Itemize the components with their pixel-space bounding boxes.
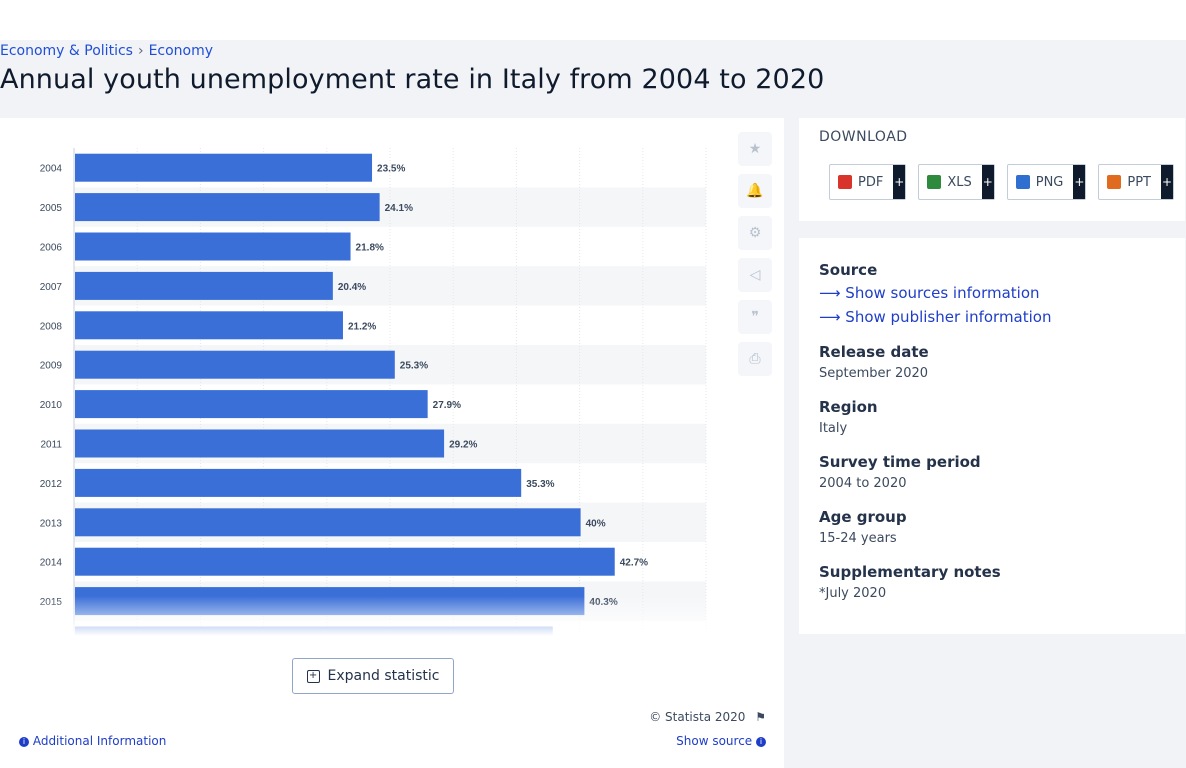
info-icon: i — [756, 736, 766, 747]
category-label: 2013 — [40, 518, 63, 529]
chart-toolbar: ★ 🔔 ⚙ ◁ ❞ ⎙ — [738, 132, 772, 384]
info-icon: i — [19, 736, 29, 747]
data-label: 23.5% — [377, 164, 405, 175]
expand-statistic-button[interactable]: + Expand statistic — [292, 658, 454, 694]
category-label: 2009 — [40, 361, 63, 372]
pdf-file-icon — [838, 175, 852, 189]
data-label: 27.9% — [433, 400, 461, 411]
supplementary-notes-value: *July 2020 — [819, 586, 887, 601]
category-label: 2007 — [40, 282, 63, 293]
bell-icon[interactable]: 🔔 — [738, 174, 772, 208]
expand-icon: + — [306, 669, 320, 683]
plus-icon[interactable]: + — [1161, 165, 1173, 199]
download-xls-label: XLS — [947, 174, 972, 190]
bar[interactable] — [75, 350, 395, 379]
breadcrumb-economy-politics[interactable]: Economy & Politics — [0, 43, 133, 59]
plus-icon[interactable]: + — [981, 165, 994, 199]
download-xls-button[interactable]: XLS + — [918, 164, 995, 200]
show-publisher-link[interactable]: ⟶ Show publisher information — [819, 308, 1051, 326]
bar[interactable] — [75, 468, 522, 497]
download-ppt-button[interactable]: PPT + — [1098, 164, 1174, 200]
flag-icon[interactable]: ⚑ — [755, 710, 766, 724]
download-buttons: PDF + XLS + PNG + PPT + — [829, 164, 1174, 200]
breadcrumb-separator: › — [137, 43, 144, 59]
category-label: 2012 — [40, 479, 63, 490]
data-label: 35.3% — [526, 479, 554, 490]
show-sources-label: Show sources information — [845, 284, 1040, 302]
data-label: 42.7% — [620, 558, 648, 569]
download-png-label: PNG — [1035, 174, 1064, 190]
arrow-right-icon: ⟶ — [819, 284, 841, 302]
show-sources-link[interactable]: ⟶ Show sources information — [819, 284, 1040, 302]
region-label: Region — [819, 398, 878, 416]
page-title: Annual youth unemployment rate in Italy … — [0, 64, 825, 95]
release-date-value: September 2020 — [819, 366, 929, 381]
chart-area: 2004 23.5% 2005 24.1% 2006 21.8% 2007 20.4% 2008… — [0, 146, 720, 636]
statistic-info-panel: Source ⟶ Show sources information ⟶ Show… — [799, 238, 1185, 634]
additional-information-link[interactable]: i Additional Information — [19, 734, 166, 748]
gear-icon[interactable]: ⚙ — [738, 216, 772, 250]
png-file-icon — [1015, 175, 1030, 189]
breadcrumb: Economy & Politics › Economy — [0, 43, 213, 59]
category-label: 2010 — [40, 400, 63, 411]
data-label: 20.4% — [338, 282, 366, 293]
chart-fade — [0, 596, 720, 636]
supplementary-notes-label: Supplementary notes — [819, 563, 1001, 581]
data-label: 24.1% — [385, 203, 413, 214]
category-label: 2011 — [40, 440, 62, 451]
chart-card: 2004 23.5% 2005 24.1% 2006 21.8% 2007 20.4% 2008… — [0, 118, 784, 768]
age-group-value: 15-24 years — [819, 531, 897, 546]
bar[interactable] — [75, 547, 615, 576]
favorite-icon[interactable]: ★ — [738, 132, 772, 166]
show-source-link[interactable]: Show source i — [676, 734, 766, 748]
release-date-label: Release date — [819, 343, 929, 361]
category-label: 2004 — [40, 164, 63, 175]
bar[interactable] — [75, 390, 428, 419]
download-pdf-label: PDF — [858, 174, 884, 190]
download-title: DOWNLOAD — [819, 129, 908, 145]
age-group-label: Age group — [819, 508, 907, 526]
survey-period-label: Survey time period — [819, 453, 981, 471]
bar[interactable] — [75, 508, 581, 537]
category-label: 2005 — [40, 203, 63, 214]
breadcrumb-economy[interactable]: Economy — [148, 43, 214, 59]
category-label: 2006 — [40, 243, 63, 254]
bar[interactable] — [75, 232, 351, 261]
additional-information-label: Additional Information — [32, 734, 167, 748]
survey-period-value: 2004 to 2020 — [819, 476, 907, 491]
data-label: 21.8% — [356, 243, 384, 254]
category-label: 2008 — [40, 321, 63, 332]
plus-icon[interactable]: + — [1073, 165, 1086, 199]
category-label: 2014 — [40, 558, 63, 569]
data-label: 21.2% — [348, 321, 376, 332]
expand-statistic-label: Expand statistic — [327, 668, 440, 684]
bar-chart: 2004 23.5% 2005 24.1% 2006 21.8% 2007 20.4% 2008… — [0, 148, 720, 636]
download-ppt-label: PPT — [1127, 174, 1151, 190]
copyright-text: © Statista 2020 — [649, 710, 746, 724]
data-label: 29.2% — [449, 440, 477, 451]
bar[interactable] — [75, 271, 333, 300]
arrow-right-icon: ⟶ — [819, 308, 841, 326]
quote-icon[interactable]: ❞ — [738, 300, 772, 334]
download-png-button[interactable]: PNG + — [1006, 164, 1087, 200]
plus-icon[interactable]: + — [893, 165, 906, 199]
xls-file-icon — [927, 175, 942, 189]
ppt-file-icon — [1107, 175, 1122, 189]
bar[interactable] — [75, 153, 373, 182]
bar[interactable] — [75, 429, 445, 458]
source-label: Source — [819, 261, 878, 279]
data-label: 25.3% — [400, 361, 428, 372]
copyright: © Statista 2020 ⚑ — [649, 710, 766, 724]
top-bar — [0, 0, 1186, 40]
bar[interactable] — [75, 193, 380, 222]
bar[interactable] — [75, 311, 343, 340]
share-icon[interactable]: ◁ — [738, 258, 772, 292]
download-pdf-button[interactable]: PDF + — [829, 164, 907, 200]
data-label: 40% — [586, 518, 606, 529]
print-icon[interactable]: ⎙ — [738, 342, 772, 376]
region-value: Italy — [819, 421, 848, 436]
show-publisher-label: Show publisher information — [845, 308, 1052, 326]
download-panel: DOWNLOAD PDF + XLS + PNG + PPT + — [799, 118, 1185, 221]
show-source-label: Show source — [676, 734, 753, 748]
